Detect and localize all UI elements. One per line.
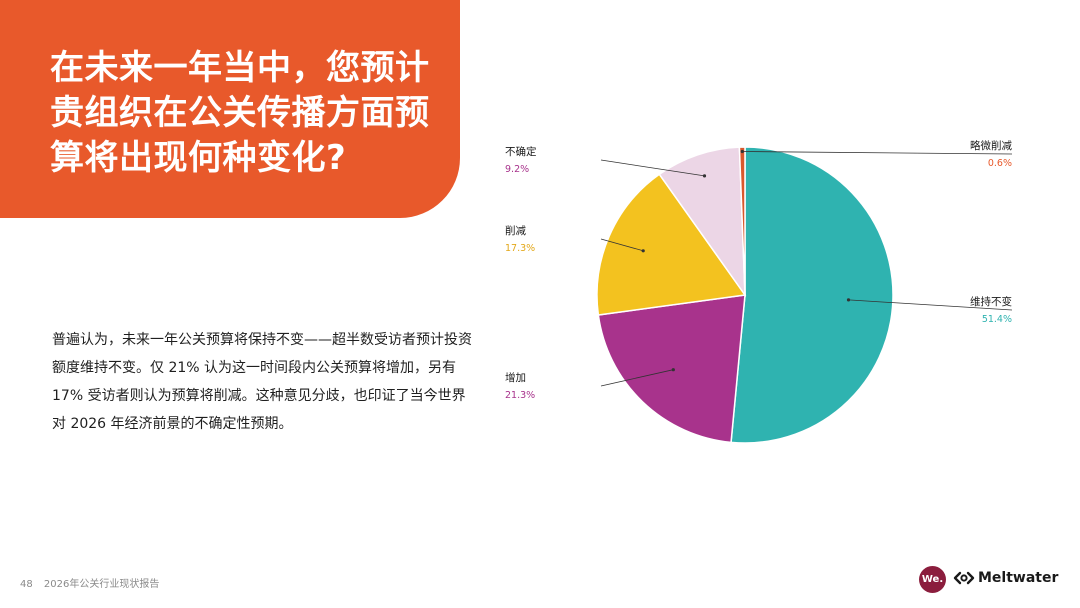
pie-slice xyxy=(730,146,894,444)
meltwater-icon xyxy=(953,571,975,585)
slice-label: 削减 xyxy=(505,224,526,237)
pie-slice xyxy=(597,294,746,444)
footer: 48 2026年公关行业现状报告 xyxy=(20,575,167,590)
slice-value-label: 9.2% xyxy=(505,164,529,175)
leader-dot xyxy=(846,298,851,302)
title-banner: 在未来一年当中，您预计贵组织在公关传播方面预算将出现何种变化? xyxy=(0,0,460,218)
leader-line xyxy=(600,159,705,177)
pie-slice xyxy=(596,173,747,316)
leader-dot xyxy=(702,174,707,178)
report-title: 2026年公关行业现状报告 xyxy=(43,579,160,590)
leader-line xyxy=(600,238,644,252)
leader-dot xyxy=(740,149,744,154)
leader-dot xyxy=(671,368,675,372)
slice-label: 维持不变 xyxy=(970,295,1012,308)
body-paragraph: 普遍认为，未来一年公关预算将保持不变——超半数受访者预计投资额度维持不变。仅 2… xyxy=(52,332,472,432)
slice-label: 不确定 xyxy=(505,145,537,158)
pie-slice xyxy=(658,146,746,298)
leader-dot xyxy=(641,249,645,253)
meltwater-wordmark: Meltwater xyxy=(978,570,1059,586)
slice-label: 略微削减 xyxy=(970,139,1012,152)
slice-value-label: 21.3% xyxy=(505,390,535,401)
leader-line xyxy=(848,299,1013,311)
slice-label: 增加 xyxy=(505,371,526,384)
meltwater-logo: Meltwater xyxy=(953,570,1058,586)
slice-value-label: 0.6% xyxy=(988,158,1012,169)
we-logo: We. xyxy=(919,566,946,593)
slice-value-label: 17.3% xyxy=(505,243,535,254)
page-title: 在未来一年当中，您预计贵组织在公关传播方面预算将出现何种变化? xyxy=(50,48,430,178)
page-number: 48 xyxy=(20,579,33,590)
slice-value-label: 51.4% xyxy=(982,314,1012,325)
pie-slice xyxy=(738,146,746,296)
leader-line xyxy=(600,369,674,387)
leader-line xyxy=(742,151,1013,155)
